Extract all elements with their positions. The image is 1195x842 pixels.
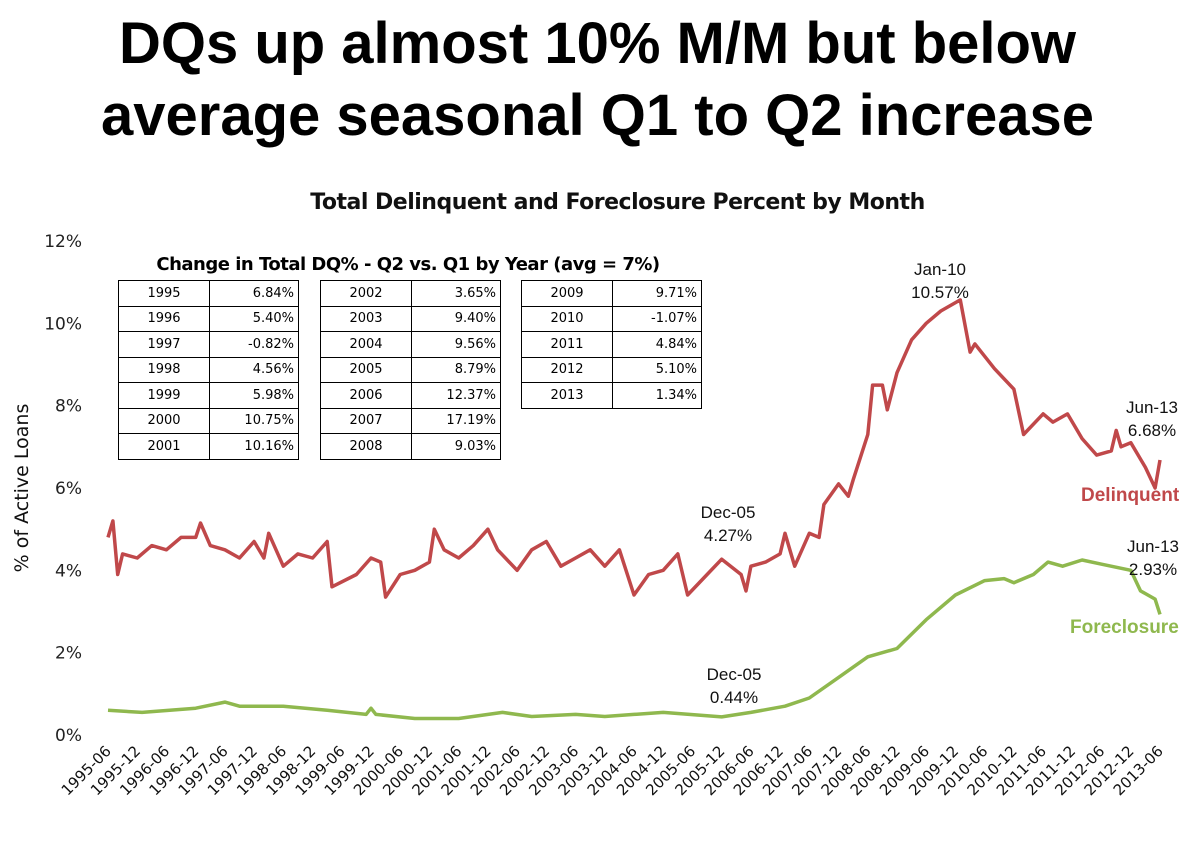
change-cell: -0.82% xyxy=(209,331,299,358)
y-tick-label: 0% xyxy=(55,726,82,746)
year-cell: 2002 xyxy=(320,280,412,307)
y-axis-label: % of Active Loans xyxy=(11,404,33,573)
y-tick-label: 8% xyxy=(55,397,82,417)
change-table: 1995 6.84% 1996 5.40% 1997 -0.82% 1998 4.56% 199… xyxy=(118,280,299,460)
table-row: 1996 5.40% xyxy=(118,305,299,332)
year-cell: 1998 xyxy=(118,356,210,383)
y-tick-label: 10% xyxy=(44,314,82,334)
year-cell: 2003 xyxy=(320,305,412,332)
table-row: 2010 -1.07% xyxy=(521,305,702,332)
year-cell: 2005 xyxy=(320,356,412,383)
change-cell: 17.19% xyxy=(411,407,501,434)
change-cell: 6.84% xyxy=(209,280,299,307)
table-row: 2000 10.75% xyxy=(118,407,299,434)
year-cell: 2009 xyxy=(521,280,613,307)
change-cell: 5.10% xyxy=(612,356,702,383)
table-title: Change in Total DQ% - Q2 vs. Q1 by Year … xyxy=(156,254,660,275)
year-cell: 1996 xyxy=(118,305,210,332)
change-cell: 9.03% xyxy=(411,433,501,460)
table-row: 1999 5.98% xyxy=(118,382,299,409)
year-cell: 2012 xyxy=(521,356,613,383)
headline-line-2: average seasonal Q1 to Q2 increase xyxy=(101,83,1094,148)
y-tick-label: 2% xyxy=(55,644,82,664)
annotation-date: Dec-05 xyxy=(700,503,756,522)
year-cell: 1997 xyxy=(118,331,210,358)
change-cell: 12.37% xyxy=(411,382,501,409)
table-row: 2004 9.56% xyxy=(320,331,501,358)
table-row: 2007 17.19% xyxy=(320,407,501,434)
change-table: 2009 9.71% 2010 -1.07% 2011 4.84% 2012 5.10% 201… xyxy=(521,280,702,409)
year-cell: 1999 xyxy=(118,382,210,409)
y-tick-label: 6% xyxy=(55,479,82,499)
annotation-date: Jan-10 xyxy=(914,260,966,279)
table-row: 2003 9.40% xyxy=(320,305,501,332)
table-row: 2013 1.34% xyxy=(521,382,702,409)
annotation-value: 0.44% xyxy=(709,688,759,707)
table-row: 1997 -0.82% xyxy=(118,331,299,358)
annotation-foreclosure-dec05: Dec-05 0.44% xyxy=(694,663,774,709)
change-cell: 5.98% xyxy=(209,382,299,409)
year-cell: 2000 xyxy=(118,407,210,434)
year-cell: 2011 xyxy=(521,331,613,358)
change-cell: 5.40% xyxy=(209,305,299,332)
year-cell: 2004 xyxy=(320,331,412,358)
year-cell: 2006 xyxy=(320,382,412,409)
change-cell: 4.84% xyxy=(612,331,702,358)
chart-title: Total Delinquent and Foreclosure Percent… xyxy=(310,190,925,215)
headline-line-1: DQs up almost 10% M/M but below xyxy=(118,11,1077,76)
change-cell: -1.07% xyxy=(612,305,702,332)
table-row: 2006 12.37% xyxy=(320,382,501,409)
change-cell: 10.16% xyxy=(209,433,299,460)
table-row: 2005 8.79% xyxy=(320,356,501,383)
year-cell: 2001 xyxy=(118,433,210,460)
annotation-value: 4.27% xyxy=(703,526,753,545)
table-row: 1995 6.84% xyxy=(118,280,299,307)
annotation-peak: Jan-10 10.57% xyxy=(895,258,985,304)
annotation-value: 6.68% xyxy=(1127,421,1177,440)
change-cell: 10.75% xyxy=(209,407,299,434)
year-cell: 2010 xyxy=(521,305,613,332)
series-label-foreclosure: Foreclosure xyxy=(1070,617,1179,638)
annotation-date: Dec-05 xyxy=(706,665,762,684)
y-tick-label: 4% xyxy=(55,561,82,581)
table-row: 1998 4.56% xyxy=(118,356,299,383)
table-row: 2009 9.71% xyxy=(521,280,702,307)
table-row: 2012 5.10% xyxy=(521,356,702,383)
series-line-delinquent xyxy=(106,298,1162,599)
annotation-delinquent-latest: Jun-13 6.68% xyxy=(1112,396,1192,442)
annotation-value: 2.93% xyxy=(1128,560,1178,579)
annotation-foreclosure-latest: Jun-13 2.93% xyxy=(1113,535,1193,581)
year-cell: 2008 xyxy=(320,433,412,460)
change-cell: 9.71% xyxy=(612,280,702,307)
year-cell: 2007 xyxy=(320,407,412,434)
change-cell: 3.65% xyxy=(411,280,501,307)
change-cell: 1.34% xyxy=(612,382,702,409)
table-row: 2002 3.65% xyxy=(320,280,501,307)
annotation-date: Jun-13 xyxy=(1127,537,1179,556)
table-row: 2011 4.84% xyxy=(521,331,702,358)
change-cell: 4.56% xyxy=(209,356,299,383)
change-table: 2002 3.65% 2003 9.40% 2004 9.56% 2005 8.79% 2006… xyxy=(320,280,501,460)
change-cell: 9.56% xyxy=(411,331,501,358)
table-row: 2001 10.16% xyxy=(118,433,299,460)
y-tick-label: 12% xyxy=(44,232,82,252)
change-cell: 9.40% xyxy=(411,305,501,332)
change-cell: 8.79% xyxy=(411,356,501,383)
year-cell: 2013 xyxy=(521,382,613,409)
annotation-date: Jun-13 xyxy=(1126,398,1178,417)
table-row: 2008 9.03% xyxy=(320,433,501,460)
annotation-delinquent-dec05: Dec-05 4.27% xyxy=(688,501,768,547)
series-label-delinquent: Delinquent xyxy=(1081,485,1180,506)
year-cell: 1995 xyxy=(118,280,210,307)
series-line-foreclosure xyxy=(107,558,1162,721)
annotation-value: 10.57% xyxy=(911,283,969,302)
